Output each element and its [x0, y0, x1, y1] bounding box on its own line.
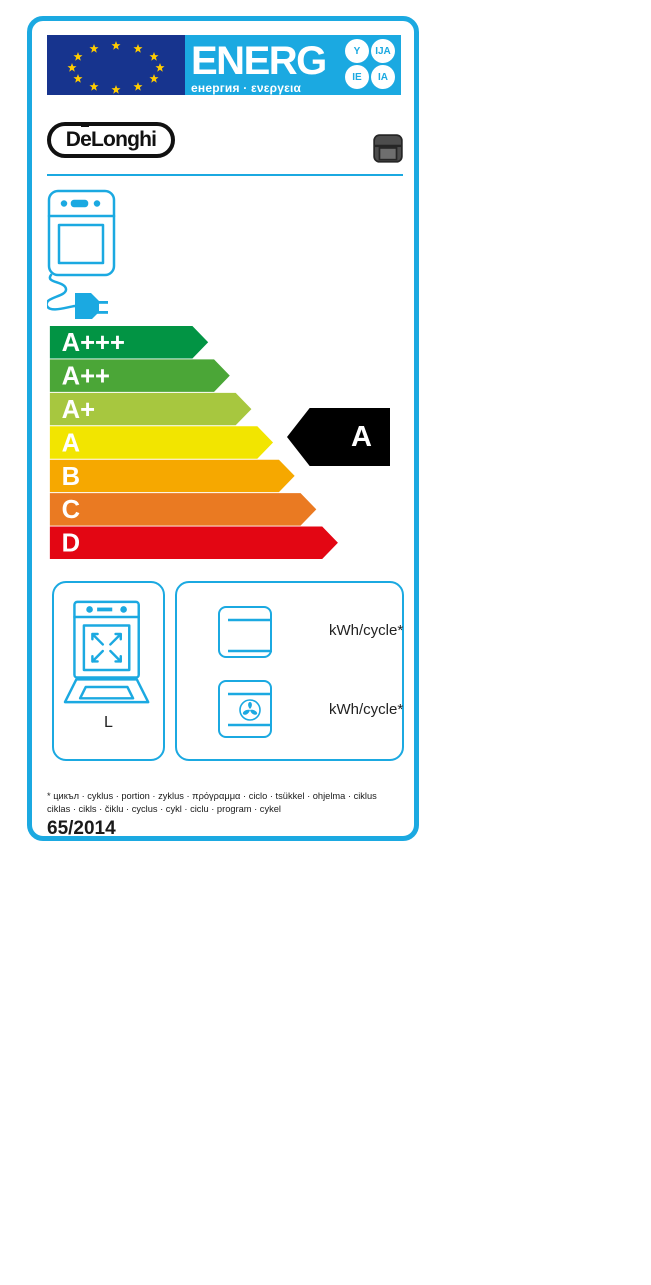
svg-text:A++: A++ — [62, 362, 110, 390]
svg-text:C: C — [62, 496, 80, 524]
svg-text:A: A — [62, 429, 80, 457]
svg-text:D: D — [62, 530, 80, 558]
svg-text:A+: A+ — [62, 396, 95, 424]
svg-text:B: B — [62, 463, 80, 491]
svg-text:A+++: A+++ — [62, 329, 125, 357]
